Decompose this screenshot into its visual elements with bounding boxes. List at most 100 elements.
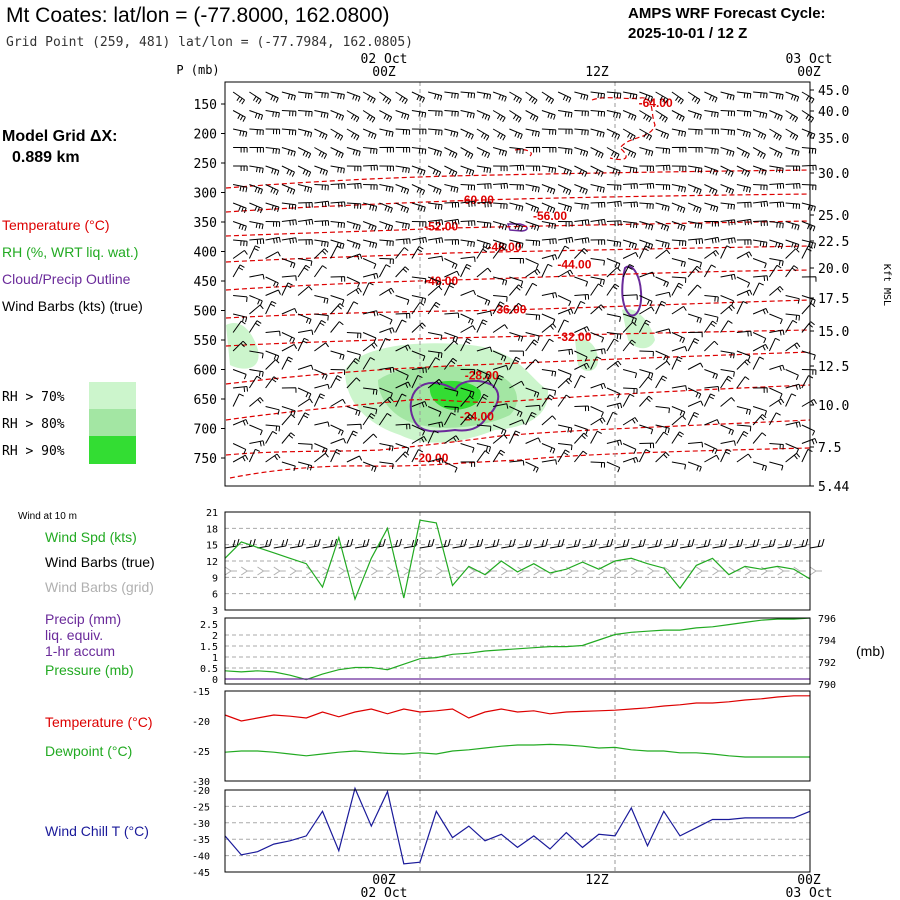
wind-barb bbox=[379, 202, 393, 213]
wind-barb bbox=[769, 329, 785, 336]
pressure-tick-label: 650 bbox=[194, 393, 217, 408]
wind-barb bbox=[785, 313, 800, 321]
wind-barb bbox=[460, 263, 472, 278]
wind-barb bbox=[639, 376, 653, 389]
wind-barb-grid bbox=[614, 566, 627, 576]
wind-barb bbox=[281, 202, 297, 210]
wind-barb bbox=[395, 381, 411, 389]
temperature-tick-label: -15 bbox=[192, 687, 210, 698]
wind-barb bbox=[704, 295, 719, 302]
wind-barb bbox=[752, 406, 767, 416]
wind-barb bbox=[671, 91, 684, 105]
wind-barb bbox=[541, 147, 557, 153]
wind-barb bbox=[590, 201, 606, 208]
wind-barb bbox=[687, 338, 700, 352]
wind-barb bbox=[428, 255, 444, 262]
wind-barb bbox=[411, 322, 426, 333]
wind-barb bbox=[232, 443, 247, 455]
wind-barb bbox=[249, 221, 264, 230]
wind-barb bbox=[460, 414, 474, 426]
wind-barb bbox=[427, 165, 442, 177]
wind-barb bbox=[233, 295, 248, 302]
wind-barb bbox=[623, 387, 638, 394]
wind-barb bbox=[363, 184, 378, 190]
wind-barb bbox=[249, 147, 264, 153]
pressure-tick-label: 300 bbox=[194, 187, 217, 202]
wind-barb bbox=[590, 332, 605, 343]
wind-barb bbox=[622, 110, 637, 121]
wind-barb-true bbox=[744, 538, 760, 549]
wind-barb bbox=[606, 147, 620, 159]
wind-barb-true bbox=[533, 538, 549, 549]
wind-barb bbox=[460, 313, 474, 325]
wind-barb bbox=[281, 387, 297, 393]
pressure-tick-label: 600 bbox=[194, 364, 217, 379]
wind-barb bbox=[411, 424, 426, 436]
wind-barb bbox=[671, 146, 687, 153]
temperature-contour-label: -44.00 bbox=[557, 257, 591, 271]
wind-barb bbox=[265, 276, 279, 288]
wind-barb bbox=[753, 200, 769, 208]
wind-barb bbox=[362, 128, 377, 140]
wind-barb bbox=[557, 369, 572, 380]
wind-barb bbox=[330, 91, 345, 100]
wind-barb bbox=[362, 91, 376, 104]
wind-barb bbox=[720, 202, 735, 210]
wind-barb bbox=[769, 165, 784, 174]
wind-speed-frame bbox=[224, 511, 811, 611]
wind-barb bbox=[248, 320, 262, 333]
temperature-contour bbox=[225, 169, 811, 189]
temperature-tick-label: -30 bbox=[192, 777, 210, 788]
pressure-unit-label: (mb) bbox=[856, 643, 885, 659]
wind-barb bbox=[671, 239, 687, 247]
wind-barb bbox=[785, 183, 801, 189]
wind-barb bbox=[785, 248, 800, 259]
wind-barb bbox=[330, 398, 346, 407]
wind-barb bbox=[703, 320, 717, 333]
wind-barb-grid bbox=[240, 566, 254, 576]
wind-barb bbox=[671, 276, 687, 283]
wind-barb bbox=[249, 424, 263, 436]
wind-barb bbox=[590, 417, 606, 426]
wind-barb bbox=[379, 443, 394, 452]
wind-barb bbox=[379, 313, 393, 325]
wind-barb bbox=[720, 350, 735, 359]
wind-barb bbox=[298, 218, 314, 226]
wind-barb bbox=[492, 434, 508, 444]
wind-barb bbox=[233, 165, 248, 171]
wind-barb bbox=[590, 356, 602, 370]
wind-barb bbox=[492, 424, 507, 436]
wind-barb-true bbox=[517, 538, 532, 549]
kft-tick-label: 22.5 bbox=[818, 235, 849, 250]
wind-barb-true bbox=[598, 538, 614, 549]
wind-speed-tick-label: 9 bbox=[212, 573, 218, 584]
wind-barb bbox=[249, 110, 264, 120]
temperature-contour bbox=[591, 97, 656, 161]
wind-barb bbox=[606, 110, 621, 119]
wind-barb bbox=[590, 218, 606, 226]
wind-barb bbox=[752, 128, 767, 140]
wind-barb bbox=[720, 424, 734, 436]
wind-barb bbox=[557, 245, 570, 259]
wind-barb bbox=[590, 382, 606, 390]
wind-barb bbox=[753, 220, 768, 227]
wind-barb bbox=[346, 287, 362, 296]
wind-barb bbox=[801, 303, 816, 315]
wind-barb-true bbox=[289, 538, 305, 549]
wind-barb bbox=[606, 439, 623, 446]
wind-barb bbox=[688, 128, 703, 135]
wind-barb bbox=[704, 147, 719, 155]
wind-barb bbox=[379, 165, 394, 172]
wind-barb bbox=[736, 359, 751, 370]
wind-barb bbox=[639, 369, 654, 379]
wind-barb bbox=[557, 378, 573, 389]
wind-barb bbox=[444, 258, 458, 270]
wind-barb bbox=[574, 450, 588, 463]
wind-barb bbox=[232, 221, 247, 231]
wind-barb-grid bbox=[452, 566, 465, 576]
wind-barb bbox=[525, 268, 541, 278]
wind-barb bbox=[379, 366, 395, 373]
wind-barb bbox=[688, 147, 703, 153]
wind-barb bbox=[379, 221, 394, 231]
wind-barb bbox=[606, 338, 619, 352]
